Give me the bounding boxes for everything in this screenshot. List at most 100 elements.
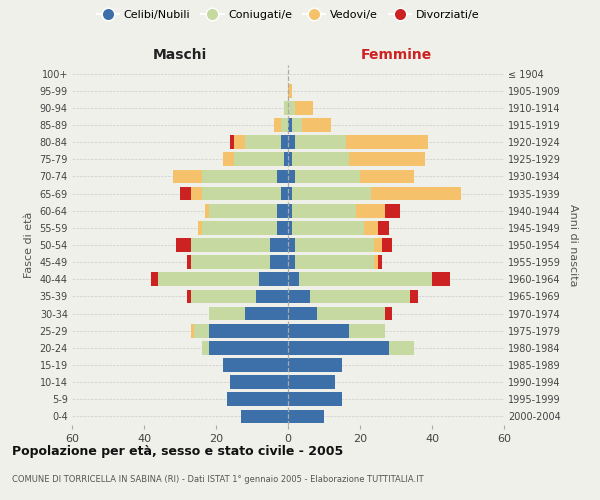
Bar [202,221,277,234]
Bar [209,341,288,354]
Bar [191,238,270,252]
Bar [288,136,295,149]
Bar [281,118,288,132]
Bar [191,256,270,269]
Bar [288,84,292,98]
Bar [223,358,288,372]
Bar [270,256,288,269]
Text: Maschi: Maschi [153,48,207,62]
Bar [310,290,410,304]
Y-axis label: Anni di nascita: Anni di nascita [568,204,578,286]
Bar [288,272,299,286]
Bar [432,272,450,286]
Bar [317,306,385,320]
Bar [277,221,288,234]
Text: Femmine: Femmine [361,48,431,62]
Bar [288,376,335,389]
Bar [288,204,292,218]
Bar [281,136,288,149]
Text: COMUNE DI TORRICELLA IN SABINA (RI) - Dati ISTAT 1° gennaio 2005 - Elaborazione : COMUNE DI TORRICELLA IN SABINA (RI) - Da… [12,475,424,484]
Bar [230,376,288,389]
Bar [288,256,295,269]
Bar [223,152,234,166]
Bar [292,186,371,200]
Bar [198,221,202,234]
Bar [385,306,392,320]
Bar [191,324,194,338]
Bar [202,341,209,354]
Bar [389,341,414,354]
Bar [292,204,356,218]
Legend: Celibi/Nubili, Coniugati/e, Vedovi/e, Divorziati/e: Celibi/Nubili, Coniugati/e, Vedovi/e, Di… [92,6,484,25]
Bar [288,101,295,114]
Y-axis label: Fasce di età: Fasce di età [24,212,34,278]
Bar [284,152,288,166]
Bar [187,290,191,304]
Bar [356,204,385,218]
Bar [277,204,288,218]
Bar [295,256,374,269]
Bar [299,272,432,286]
Bar [288,392,342,406]
Bar [270,238,288,252]
Bar [349,324,385,338]
Bar [288,186,292,200]
Bar [288,221,292,234]
Bar [187,256,191,269]
Bar [209,204,277,218]
Bar [374,256,378,269]
Bar [209,306,245,320]
Bar [209,324,288,338]
Bar [227,392,288,406]
Bar [346,136,428,149]
Bar [374,238,382,252]
Bar [292,221,364,234]
Bar [191,290,256,304]
Bar [292,152,349,166]
Bar [349,152,425,166]
Bar [245,136,281,149]
Bar [292,118,302,132]
Bar [302,118,331,132]
Bar [256,290,288,304]
Bar [241,410,288,424]
Bar [288,341,389,354]
Bar [378,256,382,269]
Bar [382,238,392,252]
Bar [378,221,389,234]
Bar [288,238,295,252]
Text: Popolazione per età, sesso e stato civile - 2005: Popolazione per età, sesso e stato civil… [12,445,343,458]
Bar [234,152,284,166]
Bar [371,186,461,200]
Bar [191,186,202,200]
Bar [151,272,158,286]
Bar [230,136,234,149]
Bar [194,324,209,338]
Bar [295,136,346,149]
Bar [205,204,209,218]
Bar [281,186,288,200]
Bar [288,152,292,166]
Bar [288,410,324,424]
Bar [295,238,374,252]
Bar [410,290,418,304]
Bar [180,186,191,200]
Bar [234,136,245,149]
Bar [274,118,281,132]
Bar [173,170,202,183]
Bar [202,170,277,183]
Bar [288,324,349,338]
Bar [288,170,295,183]
Bar [202,186,281,200]
Bar [288,358,342,372]
Bar [277,170,288,183]
Bar [360,170,414,183]
Bar [176,238,191,252]
Bar [295,170,360,183]
Bar [364,221,378,234]
Bar [385,204,400,218]
Bar [259,272,288,286]
Bar [245,306,288,320]
Bar [288,290,310,304]
Bar [284,101,288,114]
